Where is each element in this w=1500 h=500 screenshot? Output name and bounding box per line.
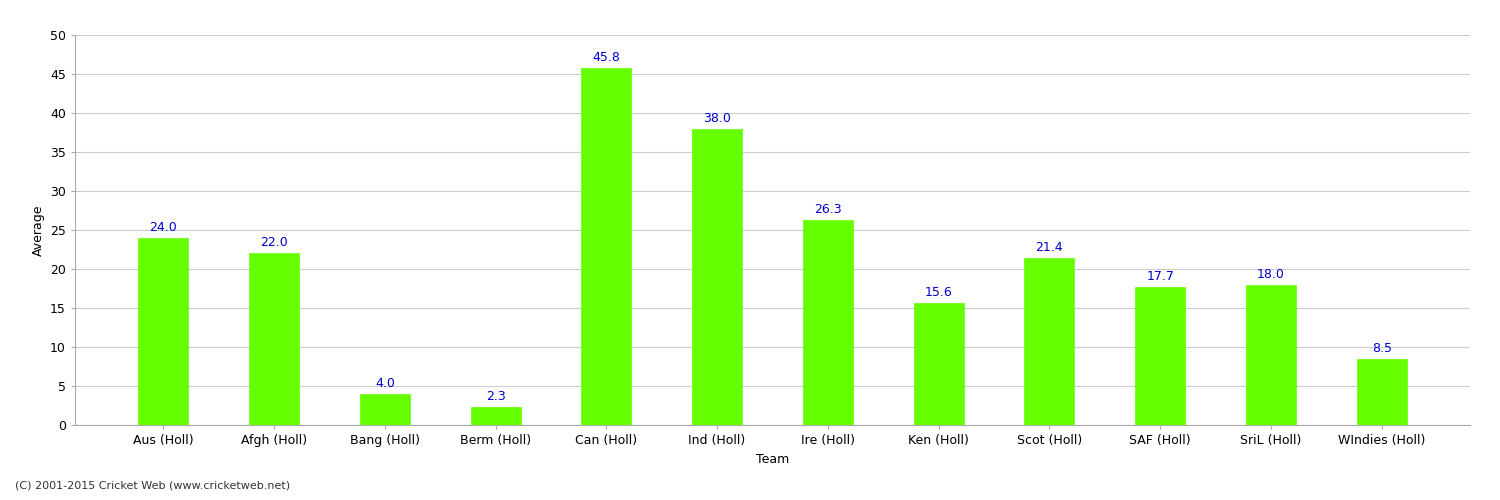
Bar: [360, 394, 410, 425]
Bar: [249, 254, 298, 425]
Bar: [138, 238, 189, 425]
Text: 17.7: 17.7: [1146, 270, 1174, 283]
Text: 15.6: 15.6: [926, 286, 952, 300]
Text: 24.0: 24.0: [150, 221, 177, 234]
Text: 22.0: 22.0: [260, 236, 288, 250]
Text: 21.4: 21.4: [1035, 241, 1064, 254]
Text: 8.5: 8.5: [1371, 342, 1392, 355]
Text: 2.3: 2.3: [486, 390, 506, 403]
Bar: [802, 220, 853, 425]
Y-axis label: Average: Average: [32, 204, 45, 256]
Bar: [582, 68, 632, 425]
Bar: [914, 304, 963, 425]
X-axis label: Team: Team: [756, 452, 789, 466]
Bar: [1246, 284, 1296, 425]
Text: 26.3: 26.3: [815, 203, 842, 216]
Text: 18.0: 18.0: [1257, 268, 1286, 280]
Bar: [1356, 358, 1407, 425]
Bar: [1136, 287, 1185, 425]
Bar: [471, 407, 520, 425]
Bar: [1024, 258, 1074, 425]
Text: (C) 2001-2015 Cricket Web (www.cricketweb.net): (C) 2001-2015 Cricket Web (www.cricketwe…: [15, 480, 290, 490]
Text: 4.0: 4.0: [375, 377, 394, 390]
Bar: [692, 128, 742, 425]
Text: 45.8: 45.8: [592, 51, 621, 64]
Text: 38.0: 38.0: [704, 112, 730, 124]
